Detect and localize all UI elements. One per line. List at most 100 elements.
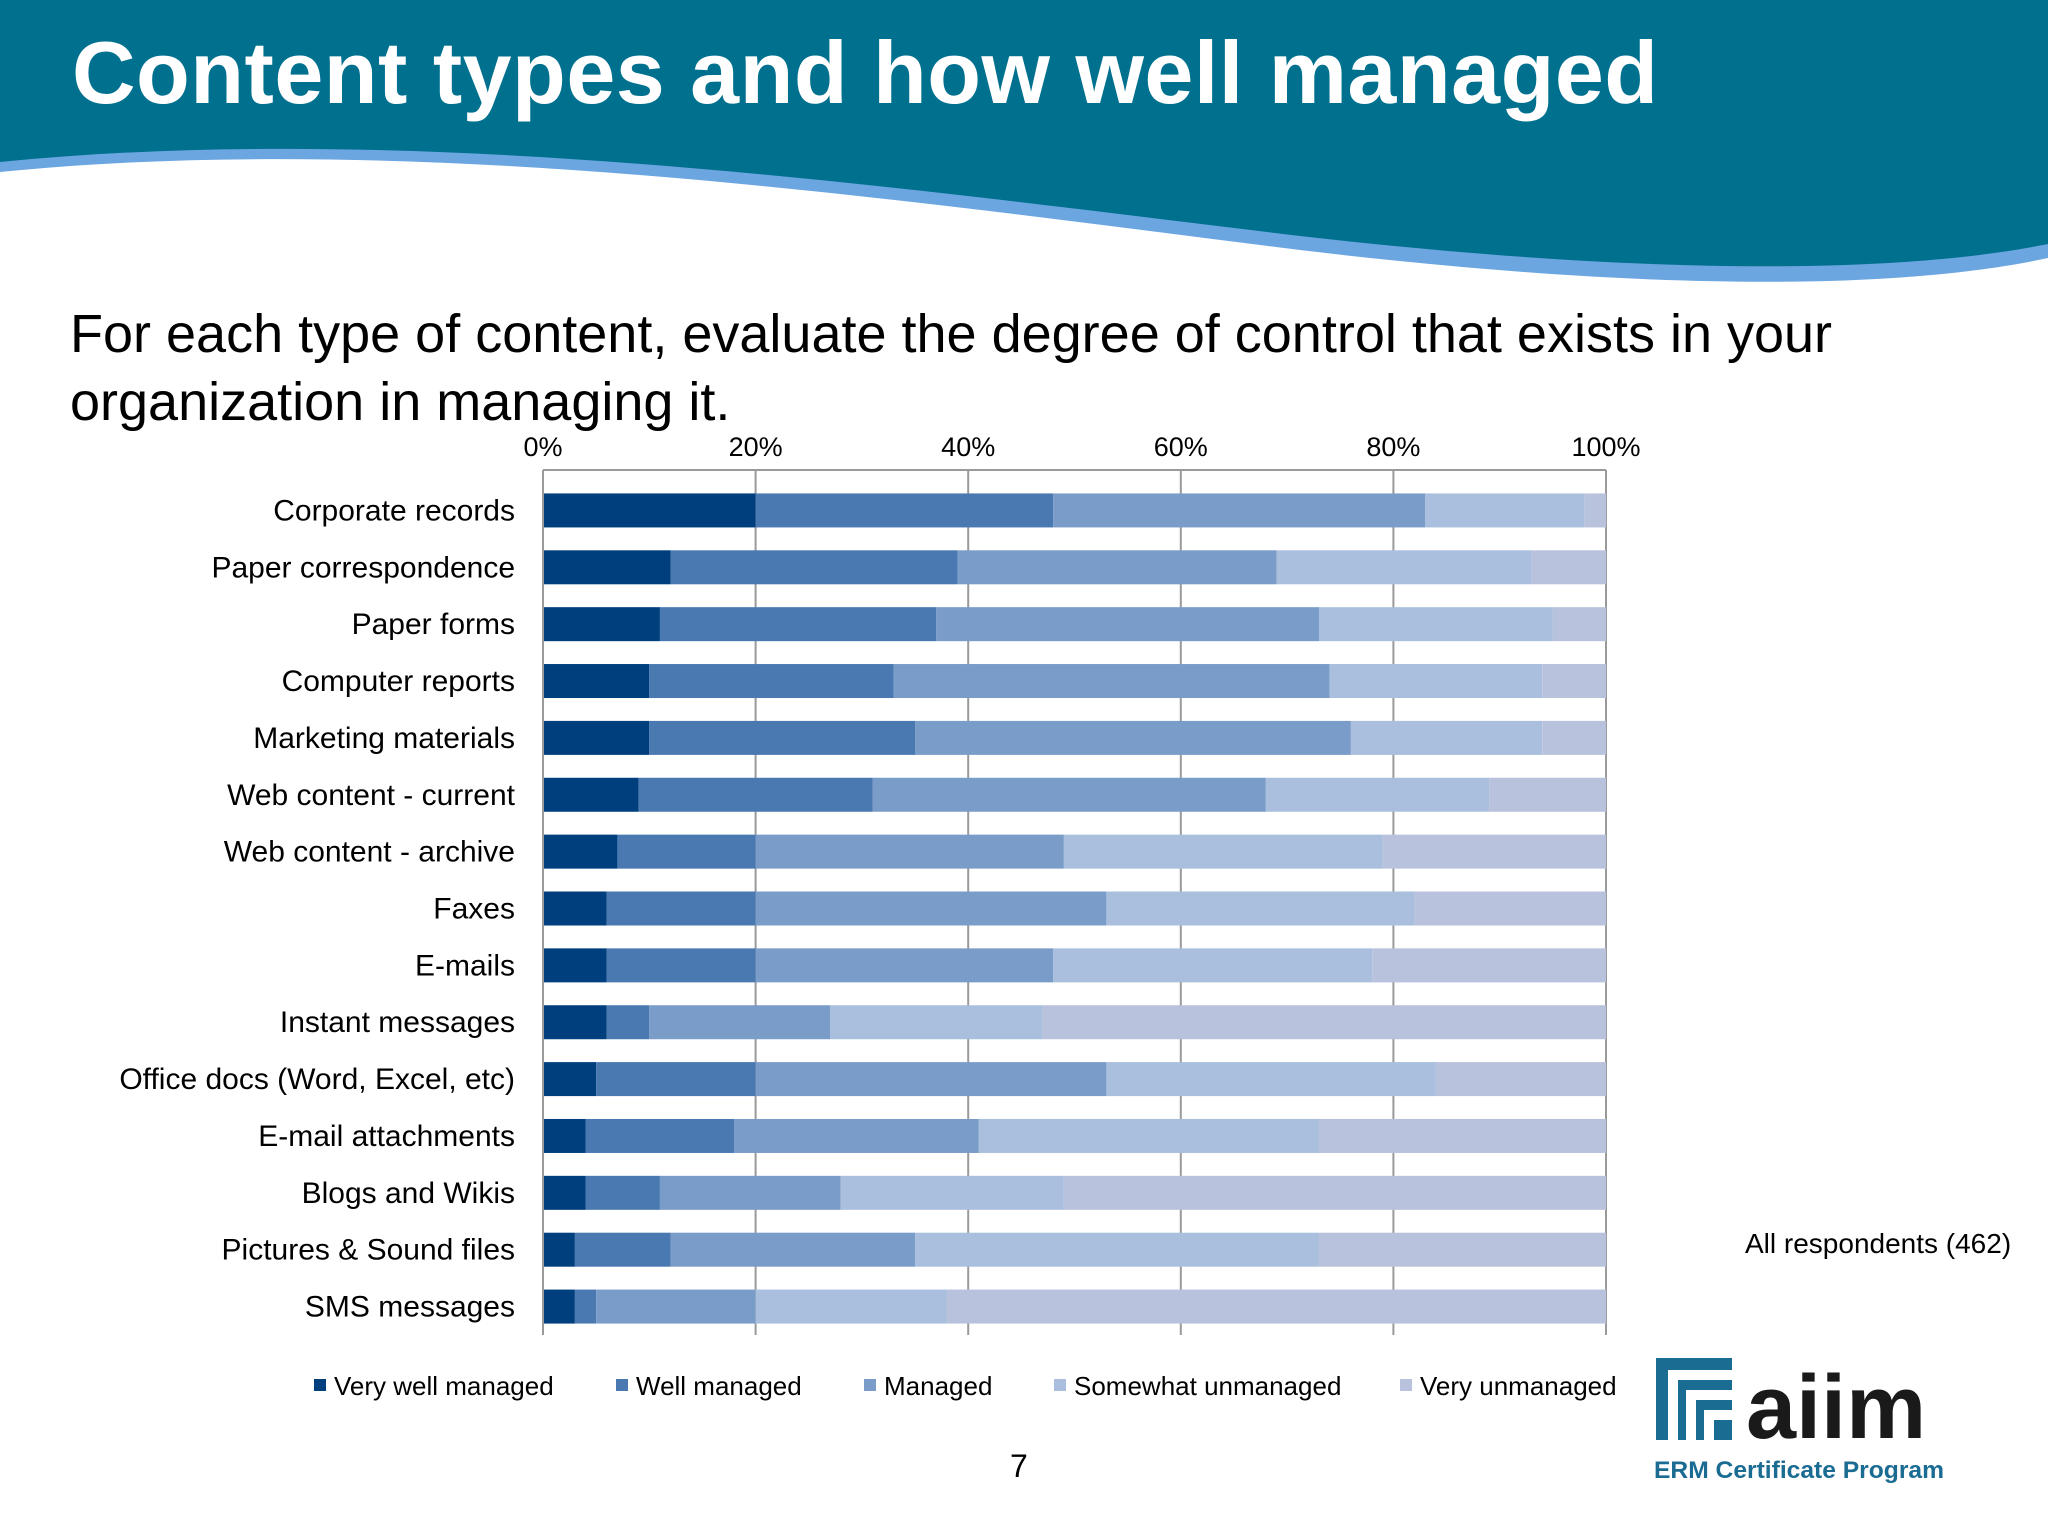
x-tick-label: 100% [1571,432,1640,462]
bar-segment [606,891,756,926]
bar-segment [840,1175,1064,1210]
bar-segment [649,720,916,755]
legend-swatch [314,1379,326,1391]
bar-segment [734,1118,979,1153]
x-tick-label: 40% [941,432,995,462]
bar-segment [585,1175,660,1210]
bar-segment [1542,720,1606,755]
bar-segment [585,1118,735,1153]
bar-segment [670,1232,916,1267]
bar-segment [543,1062,597,1097]
bar-segment [1276,550,1532,585]
bar-segment [1329,664,1543,699]
aiim-logo-mark [1656,1358,1732,1440]
legend-label: Very unmanaged [1420,1371,1617,1401]
bar-segment [1318,607,1553,642]
bar-segment [1372,948,1606,983]
category-label: Blogs and Wikis [302,1177,515,1210]
legend-label: Well managed [636,1371,802,1401]
category-label: Corporate records [273,494,515,527]
bar-segment [617,834,756,869]
bar-segment [1106,1062,1436,1097]
legend-swatch [1400,1379,1412,1391]
bar-segment [543,1289,575,1324]
x-tick-label: 0% [523,432,562,462]
respondents-note: All respondents (462) [1745,1228,2012,1259]
legend-swatch [616,1379,628,1391]
bar-segment [596,1062,756,1097]
bar-segment [755,1289,947,1324]
bar-segment [755,948,1054,983]
bar-segment [1318,1118,1606,1153]
bar-segment [755,1062,1107,1097]
bar-segment [1542,664,1606,699]
x-tick-label: 20% [729,432,783,462]
bar-segment [915,720,1351,755]
bar-segment [1063,834,1383,869]
bar-segment [638,777,873,812]
bar-segment [1552,607,1606,642]
bar-segment [1425,493,1585,528]
bar-segment [543,550,671,585]
bar-segment [1531,550,1606,585]
bar-segment [543,948,607,983]
bar-segment [543,1118,586,1153]
aiim-logo-tagline: ERM Certificate Program [1654,1457,1944,1484]
category-label: Marketing materials [253,722,515,755]
bar-segment [893,664,1330,699]
question-text: For each type of content, evaluate the d… [70,304,1833,432]
bar-segment [543,1175,586,1210]
bar-segment [670,550,958,585]
slide-title: Content types and how well managed [72,23,1659,122]
bar-segment [1414,891,1606,926]
bar-segment [543,834,618,869]
bar-segment [1584,493,1606,528]
bar-segment [596,1289,756,1324]
bar-segment [946,1289,1606,1324]
x-tick-label: 60% [1154,432,1208,462]
bar-segment [936,607,1319,642]
bar-segment [543,607,660,642]
bar-segment [830,1005,1043,1040]
legend-swatch [864,1379,876,1391]
category-label: Office docs (Word, Excel, etc) [119,1063,515,1096]
bar-segment [1053,948,1373,983]
bar-segment [872,777,1266,812]
bar-segment [543,1232,575,1267]
category-label: Faxes [433,893,515,926]
bar-segment [606,1005,650,1040]
page-number: 7 [1010,1448,1028,1484]
category-label: E-mail attachments [258,1120,515,1153]
bar-segment [755,493,1054,528]
x-tick-label: 80% [1366,432,1420,462]
bar-segment [606,948,756,983]
bar-segment [543,493,756,528]
legend-label: Managed [884,1371,992,1401]
category-label: Web content - current [227,779,516,812]
bar-segment [1489,777,1606,812]
bar-segment [659,607,937,642]
category-label: E-mails [415,949,515,982]
category-label: Computer reports [282,665,515,698]
legend-label: Somewhat unmanaged [1074,1371,1341,1401]
bar-segment [574,1289,597,1324]
bar-segment [649,1005,831,1040]
bar-segment [1042,1005,1606,1040]
bar-segment [574,1232,671,1267]
header-wave-dark [0,0,2048,267]
category-label: Pictures & Sound files [222,1234,515,1267]
bar-segment [1265,777,1490,812]
bar-segment [543,777,639,812]
aiim-logo: aiim ERM Certificate Program [1654,1358,1944,1484]
bar-segment [978,1118,1319,1153]
bar-segment [543,891,607,926]
category-label: Paper correspondence [211,551,515,584]
bar-segment [915,1232,1319,1267]
bar-segment [543,664,650,699]
aiim-logo-wordmark: aiim [1746,1358,1926,1458]
bar-segment [755,834,1064,869]
category-label: SMS messages [305,1291,515,1324]
category-label: Web content - archive [224,836,515,869]
bar-segment [1053,493,1426,528]
